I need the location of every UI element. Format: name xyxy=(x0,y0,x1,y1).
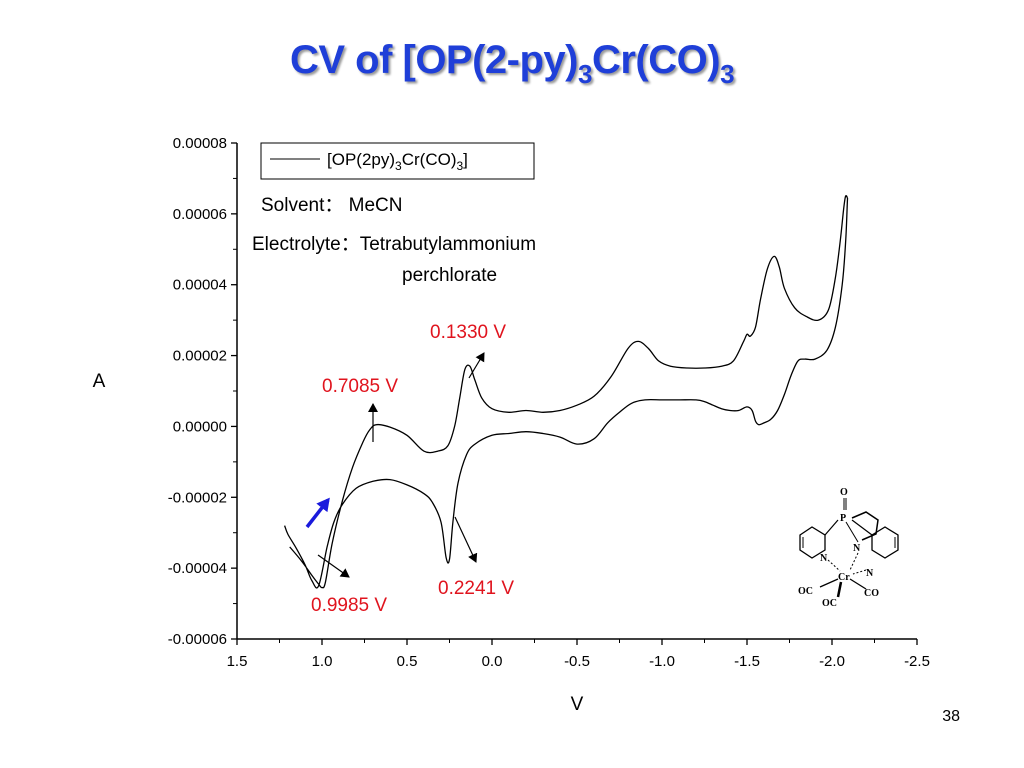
peak-arrow-0-2241 xyxy=(454,516,478,563)
x-tick-label: 0.5 xyxy=(397,653,418,670)
y-tick-label: 0.00006 xyxy=(173,206,227,223)
electrolyte-note: Electrolyte：Tetrabutylammonium xyxy=(252,234,536,255)
slide-title: CV of [OP(2-py)3Cr(CO)3 xyxy=(0,38,1024,90)
solvent-note: Solvent： MeCN xyxy=(261,195,403,216)
structure-ligand-oc-1: OC xyxy=(798,586,813,597)
peak-label-0-1330: 0.1330 V xyxy=(430,322,506,343)
y-tick-label: -0.00004 xyxy=(168,560,227,577)
y-tick-label: 0.00002 xyxy=(173,348,227,365)
title-subscript-2: 3 xyxy=(720,59,735,89)
x-tick-label: -2.5 xyxy=(904,653,930,670)
y-tick-label: -0.00006 xyxy=(168,631,227,648)
y-tick-label: 0.00008 xyxy=(173,135,227,152)
cv-curve xyxy=(283,194,849,589)
structure-atom-n-middle: N xyxy=(853,543,861,554)
structure-atom-n-left: N xyxy=(820,553,828,564)
peak-label-0-2241: 0.2241 V xyxy=(438,578,514,599)
structure-ligand-oc-2: OC xyxy=(822,598,837,609)
structure-atom-n-right: N xyxy=(866,568,874,579)
peak-label-0-7085: 0.7085 V xyxy=(322,376,398,397)
molecular-structure-diagram: O P N N N Cr OC OC CO xyxy=(785,478,913,612)
x-tick-label: -0.5 xyxy=(564,653,590,670)
x-tick-label: 0.0 xyxy=(482,653,503,670)
x-tick-label: -1.0 xyxy=(649,653,675,670)
peak-label-0-9985: 0.9985 V xyxy=(311,595,387,616)
y-axis-ticks: 0.00008 0.00006 0.00004 0.00002 0.00000 -0.00… xyxy=(168,135,237,648)
y-tick-label: 0.00004 xyxy=(173,277,227,294)
structure-atom-o: O xyxy=(840,487,848,498)
title-text-1: CV of [OP(2-py) xyxy=(289,38,579,82)
peak-arrow-0-9985 xyxy=(317,554,350,578)
structure-atom-cr: Cr xyxy=(838,572,850,583)
x-tick-label: -1.5 xyxy=(734,653,760,670)
title-subscript-1: 3 xyxy=(578,59,592,89)
x-tick-label: 1.0 xyxy=(312,653,333,670)
y-axis-label: A xyxy=(93,371,106,392)
scan-direction-arrow xyxy=(305,497,330,529)
legend-label: [OP(2py)3Cr(CO)3] xyxy=(327,150,468,173)
electrolyte-note-line2: perchlorate xyxy=(402,265,497,286)
y-tick-label: 0.00000 xyxy=(173,418,227,435)
y-tick-label: -0.00002 xyxy=(168,489,227,506)
x-axis-label: V xyxy=(571,694,584,715)
x-tick-label: -2.0 xyxy=(819,653,845,670)
x-axis-ticks: 1.5 1.0 0.5 0.0 -0.5 -1.0 -1.5 -2.0 -2.5 xyxy=(227,639,930,670)
legend: [OP(2py)3Cr(CO)3] xyxy=(260,142,535,180)
peak-arrow-0-1330 xyxy=(468,352,485,379)
left-pyridine-ring xyxy=(799,526,826,559)
legend-box xyxy=(260,142,535,180)
slide-number: 38 xyxy=(942,708,960,725)
right-pyridine-ring xyxy=(871,526,899,559)
middle-pyridine-ring xyxy=(851,511,879,541)
x-tick-label: 1.5 xyxy=(227,653,248,670)
title-text-2: Cr(CO) xyxy=(591,38,721,82)
structure-atom-p: P xyxy=(840,513,846,524)
structure-ligand-co: CO xyxy=(864,588,879,599)
